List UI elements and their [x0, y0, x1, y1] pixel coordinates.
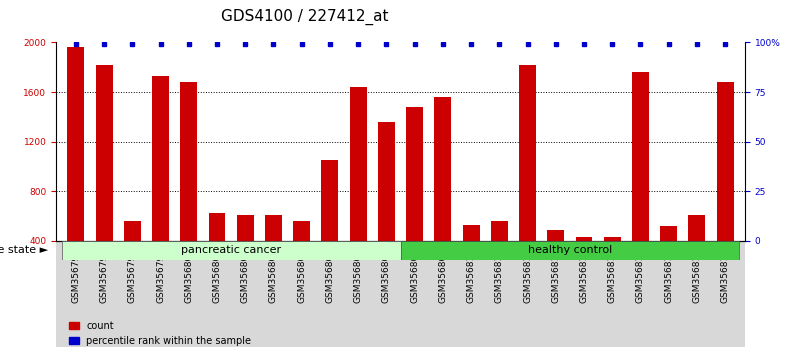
Bar — [689, 215, 706, 290]
Bar — [293, 221, 310, 290]
Bar — [519, 65, 536, 290]
Bar — [124, 221, 141, 290]
Text: GDS4100 / 227412_at: GDS4100 / 227412_at — [220, 9, 388, 25]
Legend: count, percentile rank within the sample: count, percentile rank within the sample — [69, 321, 252, 346]
Bar — [62, 241, 400, 260]
Bar — [378, 122, 395, 290]
Bar — [547, 229, 564, 290]
Bar — [434, 97, 451, 290]
Bar — [463, 225, 480, 290]
Bar — [400, 241, 739, 260]
Text: pancreatic cancer: pancreatic cancer — [181, 245, 281, 256]
Bar — [67, 47, 84, 290]
Text: healthy control: healthy control — [528, 245, 612, 256]
Bar — [180, 82, 197, 290]
Bar — [660, 226, 677, 290]
Bar — [208, 213, 225, 290]
Bar — [350, 87, 367, 290]
Bar — [95, 65, 112, 290]
Bar — [152, 76, 169, 290]
Bar — [321, 160, 338, 290]
Bar — [237, 215, 254, 290]
Bar — [265, 215, 282, 290]
Bar — [604, 237, 621, 290]
Bar — [632, 72, 649, 290]
Bar — [717, 82, 734, 290]
Bar — [406, 107, 423, 290]
Bar — [576, 237, 593, 290]
Text: disease state ►: disease state ► — [0, 245, 48, 256]
Bar — [491, 221, 508, 290]
